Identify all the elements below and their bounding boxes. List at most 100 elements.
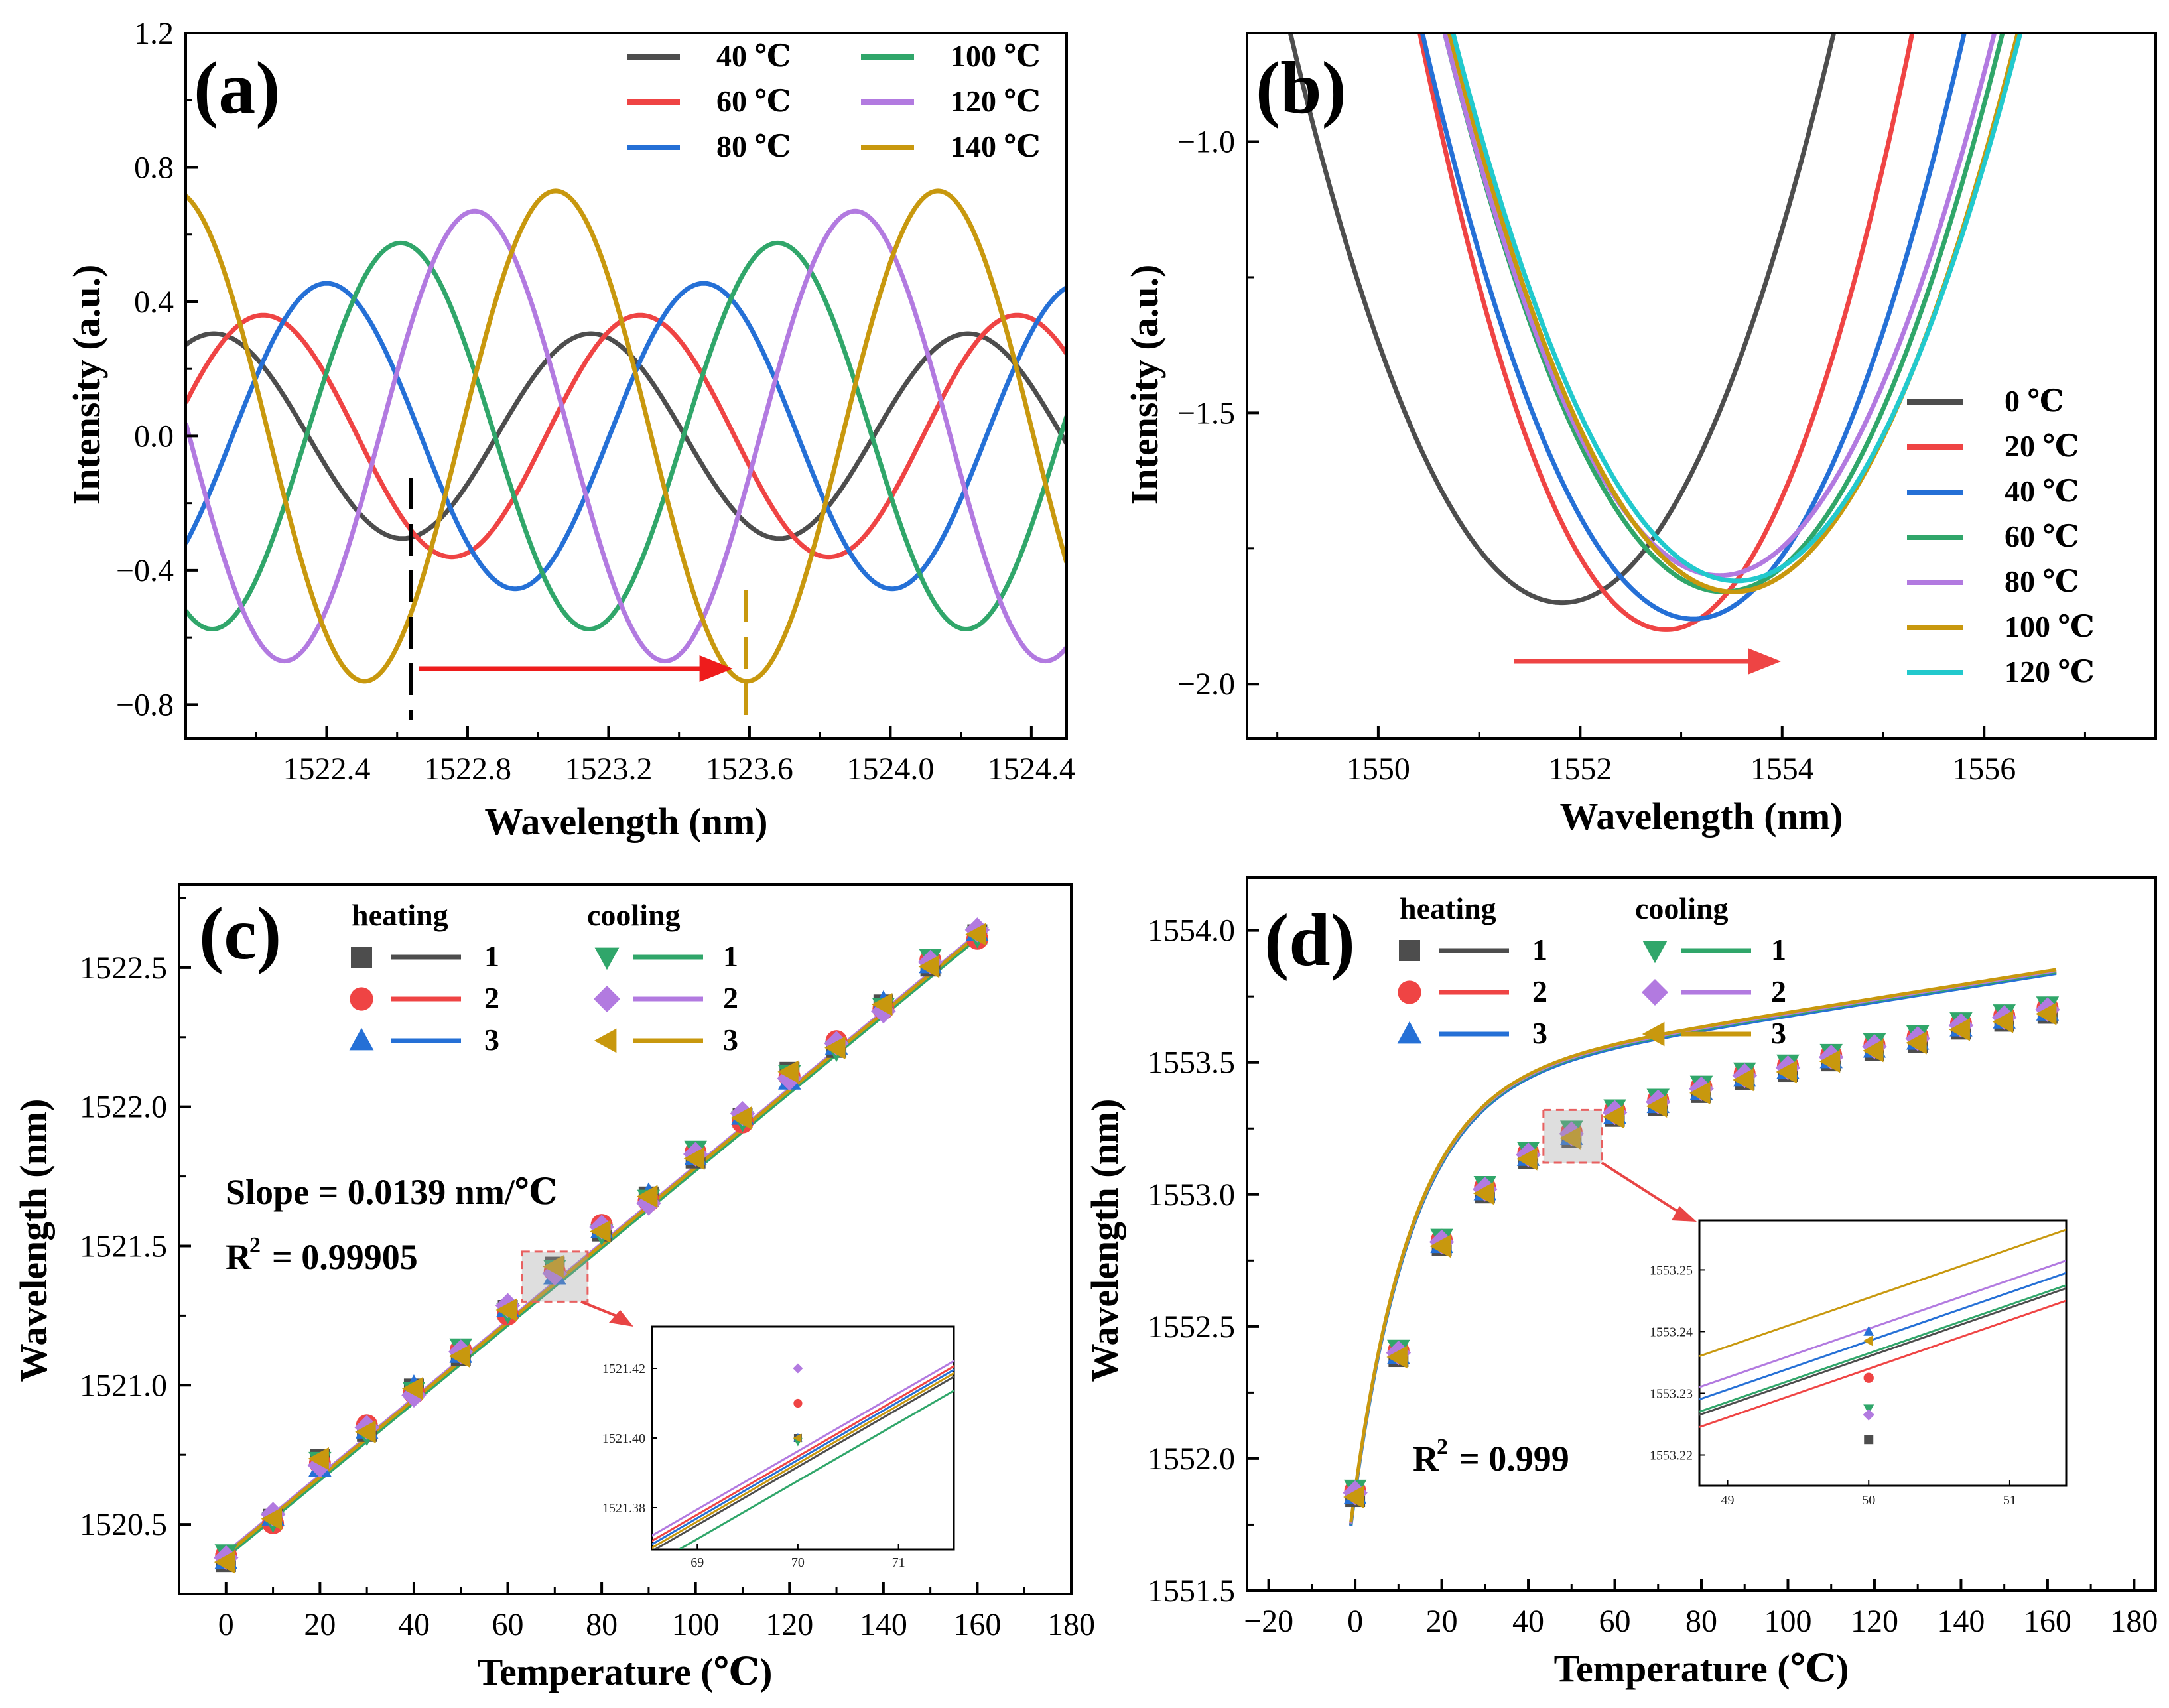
x-tick-label: −20 <box>1244 1604 1293 1639</box>
c-legend-num-c1: 2 <box>723 981 738 1015</box>
x-tick-label: 60 <box>492 1607 524 1642</box>
d-point <box>1516 1148 1538 1171</box>
c-point <box>495 1298 517 1322</box>
b-legend-label-3: 60 ℃ <box>2005 519 2079 553</box>
c-cooling-title: cooling <box>587 898 681 932</box>
d-inset-line-4 <box>1699 1260 2066 1388</box>
d-zoom-arrow-head <box>1672 1206 1697 1222</box>
d-zoom-box <box>1542 1108 1603 1164</box>
a-markers <box>409 478 748 720</box>
x-tick-label: 160 <box>953 1607 1001 1642</box>
x-tick-label: 180 <box>1047 1607 1095 1642</box>
x-tick-label: 80 <box>586 1607 618 1642</box>
x-tick-label: 20 <box>1426 1604 1458 1639</box>
d-legend-num-c2: 3 <box>1771 1016 1786 1050</box>
x-tick-label: 1550 <box>1347 752 1410 787</box>
a-y-axis-title: Intensity (a.u.) <box>65 265 108 505</box>
d-inset-line-0 <box>1699 1287 2066 1416</box>
b-legend-label-4: 80 ℃ <box>2005 564 2079 598</box>
a-x-axis-title: Wavelength (nm) <box>485 800 768 843</box>
c-zoom-arrow-head <box>609 1310 633 1327</box>
b-series-line-3 <box>1442 33 2005 594</box>
x-tick-label: 1524.4 <box>988 752 1075 787</box>
d-legend-num-h2: 3 <box>1532 1016 1547 1050</box>
c-point <box>683 1147 705 1170</box>
b-y-axis-title: Intensity (a.u.) <box>1123 265 1166 505</box>
d-x-axis-title: Temperature (℃) <box>1554 1647 1849 1690</box>
y-tick-label: 1553.5 <box>1148 1045 1235 1081</box>
c-point <box>214 1550 235 1574</box>
b-curves <box>1287 33 2023 632</box>
d-fit-line-5 <box>1349 968 2057 1523</box>
b-legend-label-5: 100 ℃ <box>2005 610 2095 643</box>
b-shift-arrow-head <box>1748 648 1781 675</box>
b-series-line-0 <box>1287 33 1837 606</box>
a-ticks: 1522.4 1522.8 1523.2 1523.6 1524.0 1524.4 −0.8… <box>116 16 1075 787</box>
c-inset-plot <box>652 1360 954 1549</box>
d-point <box>2035 1002 2057 1025</box>
d-point <box>1559 1126 1581 1150</box>
c-inset-line-2 <box>652 1368 954 1545</box>
d-inset-line-1 <box>1699 1299 2066 1429</box>
d-inset-frame <box>1698 1219 2068 1487</box>
d-inset-line-2 <box>1699 1272 2066 1401</box>
x-tick-label: 1522.8 <box>424 752 511 787</box>
x-tick-label: 160 <box>2024 1604 2071 1639</box>
a-series-line-0 <box>186 331 1067 541</box>
d-point <box>1819 1049 1841 1073</box>
d-point <box>1386 1345 1408 1369</box>
c-r2-superscript: 2 <box>249 1233 261 1258</box>
x-tick-label: 1552 <box>1548 752 1612 787</box>
y-tick-label: −1.0 <box>1177 125 1235 160</box>
y-tick-label: 1521.5 <box>80 1228 167 1264</box>
c-legend-num-c0: 1 <box>723 939 738 973</box>
c-inset-x-label: 71 <box>892 1555 905 1570</box>
b-ticks: 1550 1552 1554 1556 −1.0 −1.5 −2.0 <box>1177 125 2086 787</box>
c-legend-num-h1: 2 <box>484 981 499 1015</box>
c-inset-point-4 <box>793 1363 803 1374</box>
b-legend-label-2: 40 ℃ <box>2005 474 2079 508</box>
c-inset-line-3 <box>677 1389 954 1549</box>
d-r2-superscript: 2 <box>1437 1435 1448 1459</box>
d-legend-marker-h0 <box>1399 940 1420 961</box>
x-tick-label: 0 <box>218 1607 234 1642</box>
d-inset: 49 50 51 1553.25 1553.24 1553.23 1553.22 <box>1650 1219 2068 1508</box>
c-inset-point-5 <box>793 1433 802 1443</box>
d-legend-num-c0: 1 <box>1771 933 1786 966</box>
c-point <box>824 1036 846 1059</box>
d-legend: heating cooling 1 1 2 2 3 3 <box>1397 891 1786 1050</box>
d-point <box>1733 1068 1754 1092</box>
c-zoom-box <box>521 1250 589 1303</box>
c-point <box>590 1220 611 1243</box>
panel-b: 1550 1552 1554 1556 −1.0 −1.5 −2.0 (b) Wavelen… <box>1123 32 2157 838</box>
d-inset-point-5 <box>1863 1335 1873 1347</box>
c-inset-point-1 <box>793 1398 803 1408</box>
d-legend-marker-c2 <box>1642 1021 1665 1047</box>
b-plot-frame <box>1246 32 2157 740</box>
c-legend: heating cooling 1 1 2 2 3 3 <box>349 898 738 1057</box>
y-tick-label: −2.0 <box>1177 667 1235 702</box>
d-inset-line-3 <box>1699 1284 2066 1413</box>
c-inset-line-0 <box>653 1375 954 1549</box>
d-point <box>1992 1010 2014 1033</box>
y-tick-label: 1521.0 <box>80 1368 167 1403</box>
c-r2-letter: R <box>226 1237 252 1277</box>
d-heating-title: heating <box>1400 891 1496 925</box>
x-tick-label: 1556 <box>1952 752 2016 787</box>
y-tick-label: 1552.5 <box>1148 1309 1235 1345</box>
d-point <box>1473 1181 1494 1205</box>
panel-a: 1522.4 1522.8 1523.2 1523.6 1524.0 1524.4 −0.8… <box>65 16 1075 843</box>
c-point <box>543 1255 564 1278</box>
d-cooling-title: cooling <box>1635 891 1729 925</box>
c-r2-value: = 0.99905 <box>272 1237 418 1277</box>
b-legend-label-1: 20 ℃ <box>2005 429 2079 463</box>
x-tick-label: 20 <box>304 1607 336 1642</box>
c-point <box>401 1377 423 1400</box>
a-panel-label: (a) <box>194 47 281 129</box>
c-plot <box>214 917 990 1574</box>
y-tick-label: 0.4 <box>134 285 174 320</box>
a-legend: 40 ℃ 60 ℃ 80 ℃ 100 ℃ 120 ℃ 140 ℃ <box>627 39 1041 163</box>
x-tick-label: 1524.0 <box>846 752 934 787</box>
c-point <box>448 1345 470 1368</box>
c-x-axis-title: Temperature (℃) <box>478 1650 773 1693</box>
